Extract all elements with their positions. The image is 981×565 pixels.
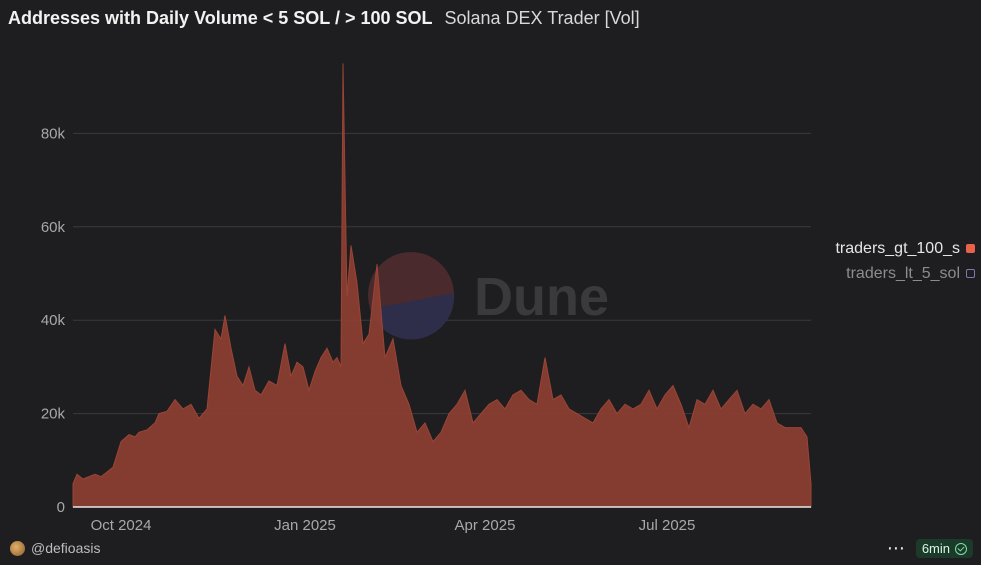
watermark-text: Dune <box>474 267 609 327</box>
x-tick-label: Oct 2024 <box>91 517 152 534</box>
x-tick-label: Jul 2025 <box>639 517 696 534</box>
legend-item-traders-lt-5-sol[interactable]: traders_lt_5_sol <box>815 261 975 286</box>
y-tick-label: 60k <box>41 219 66 236</box>
legend-swatch <box>966 244 975 253</box>
x-tick-label: Jan 2025 <box>274 517 336 534</box>
footer-actions: ⋯ 6min <box>887 538 973 559</box>
legend-label: traders_gt_100_s <box>835 240 960 258</box>
avatar <box>10 541 25 556</box>
author-credit[interactable]: @defioasis <box>10 540 100 556</box>
legend-item-traders-gt-100-sol[interactable]: traders_gt_100_s <box>815 236 975 261</box>
legend: traders_gt_100_s traders_lt_5_sol <box>815 236 975 286</box>
y-tick-label: 40k <box>41 312 66 329</box>
check-circle-icon <box>955 543 967 555</box>
legend-swatch <box>966 269 975 278</box>
legend-label: traders_lt_5_sol <box>846 265 960 283</box>
refresh-age-badge[interactable]: 6min <box>916 539 973 558</box>
y-tick-label: 20k <box>41 406 66 423</box>
y-tick-label: 80k <box>41 125 66 142</box>
refresh-age: 6min <box>922 541 950 556</box>
y-tick-label: 0 <box>57 499 65 516</box>
author-handle: @defioasis <box>31 540 100 556</box>
more-options-icon[interactable]: ⋯ <box>887 538 906 559</box>
x-tick-label: Apr 2025 <box>455 517 516 534</box>
